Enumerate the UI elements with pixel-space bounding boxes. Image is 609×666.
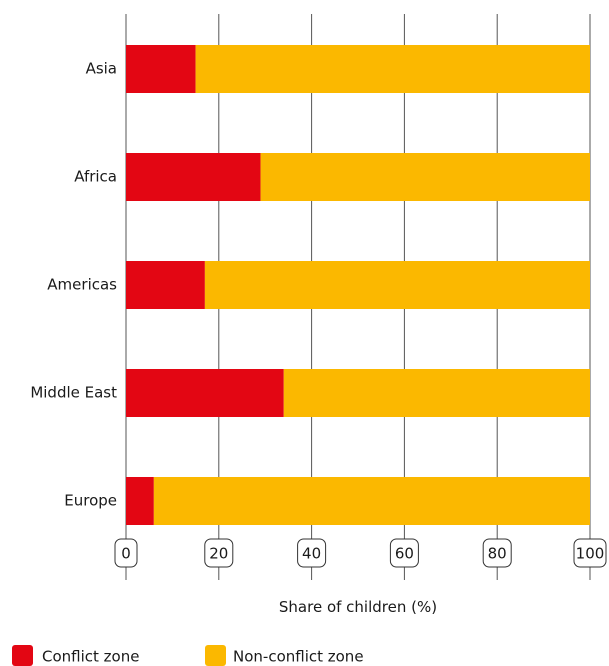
- tick-box: [297, 538, 327, 568]
- legend-label: Non-conflict zone: [233, 648, 364, 666]
- bar-non-conflict-middle-east: [283, 369, 590, 417]
- legend-swatch-conflict: [12, 645, 33, 666]
- x-axis-title: Share of children (%): [279, 598, 437, 616]
- tick-box: [204, 538, 234, 568]
- x-tick-labels: 0 20 40 60 80 100: [114, 538, 607, 568]
- bars: [126, 45, 590, 525]
- bar-conflict-asia: [126, 45, 196, 93]
- category-label: Africa: [74, 168, 117, 186]
- category-label: Europe: [64, 492, 117, 510]
- bar-non-conflict-africa: [260, 153, 590, 201]
- category-label: Asia: [86, 60, 117, 78]
- category-label: Middle East: [30, 384, 117, 402]
- bar-conflict-middle-east: [126, 369, 284, 417]
- bar-non-conflict-americas: [204, 261, 590, 309]
- bar-non-conflict-europe: [153, 477, 590, 525]
- category-label: Americas: [47, 276, 117, 294]
- legend-label: Conflict zone: [42, 648, 139, 666]
- tick-label: 80: [488, 545, 507, 563]
- category-labels: Asia Africa Americas Middle East Europe: [30, 60, 117, 510]
- bar-non-conflict-asia: [195, 45, 590, 93]
- tick-label: 40: [302, 545, 321, 563]
- bar-conflict-africa: [126, 153, 261, 201]
- tick-label: 60: [395, 545, 414, 563]
- bar-conflict-americas: [126, 261, 205, 309]
- tick-box: [573, 538, 607, 568]
- legend: Conflict zone Non-conflict zone: [12, 645, 364, 666]
- legend-swatch-non-conflict: [205, 645, 226, 666]
- tick-label: 0: [121, 545, 131, 563]
- tick-label: 20: [209, 545, 228, 563]
- tick-box: [482, 538, 512, 568]
- tick-box: [114, 538, 138, 568]
- tick-box: [389, 538, 419, 568]
- tick-label: 100: [576, 545, 605, 563]
- bar-conflict-europe: [126, 477, 154, 525]
